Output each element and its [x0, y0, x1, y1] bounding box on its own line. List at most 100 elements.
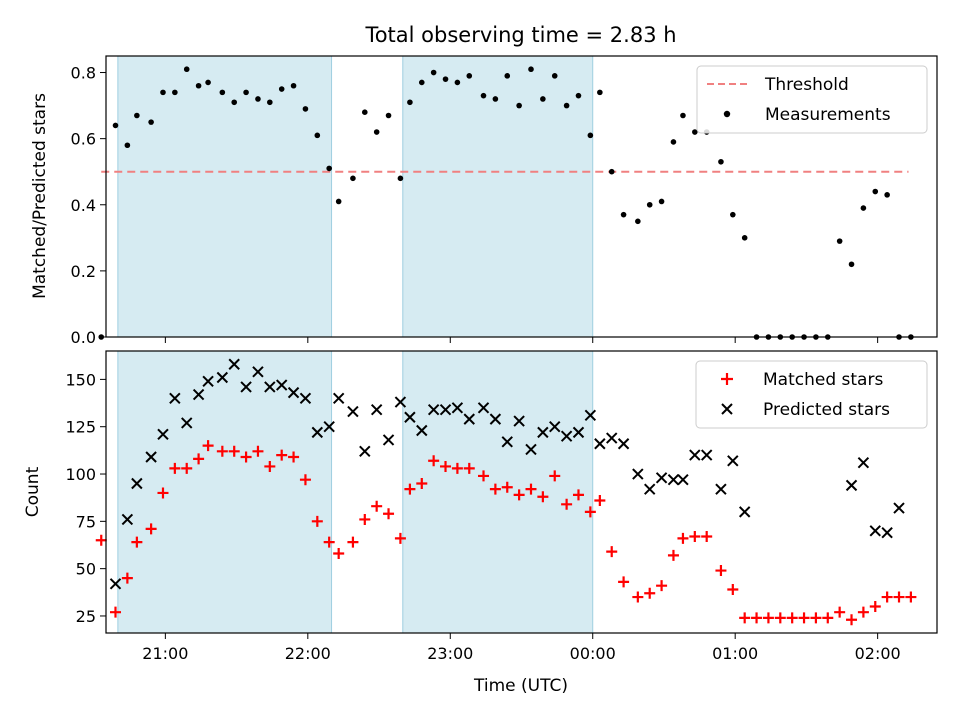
matched-stars-point [109, 606, 121, 618]
measurement-point [680, 112, 686, 119]
matched-stars-point [751, 612, 763, 624]
predicted-stars-point [228, 358, 240, 370]
predicted-stars-point [427, 403, 440, 416]
measurement-point [884, 192, 890, 198]
predicted-stars-point [332, 392, 345, 405]
predicted-stars-point [275, 379, 288, 391]
measurement-point [385, 112, 392, 119]
observing-window-2 [402, 55, 594, 338]
matched-stars-point [264, 460, 276, 472]
predicted-stars-point [359, 445, 371, 458]
measurement-point [314, 132, 321, 139]
y-tick-label: 0.8 [71, 64, 96, 83]
measurement-point [872, 188, 879, 195]
predicted-stars-point [606, 432, 618, 444]
predicted-stars-point [677, 473, 689, 486]
measurement-point [540, 96, 546, 102]
matched-stars-point [834, 606, 846, 618]
matched-stars-point [727, 583, 739, 595]
measurement-point [302, 106, 309, 112]
predicted-stars-point [252, 366, 264, 378]
x-tick-label: 02:00 [855, 644, 901, 663]
matched-stars-point [121, 572, 133, 584]
measurement-point [620, 211, 627, 218]
predicted-stars-point [121, 513, 134, 526]
measurement-point [454, 79, 461, 86]
matched-stars-point [594, 495, 606, 507]
predicted-stars-point [347, 405, 359, 418]
measurement-point [407, 99, 413, 106]
matched-stars-point [715, 565, 727, 577]
predicted-stars-point [655, 472, 668, 484]
matched-stars-point [893, 591, 905, 603]
x-axis-label: Time (UTC) [473, 676, 568, 696]
matched-stars-point [881, 591, 893, 603]
predicted-stars-point [382, 434, 395, 446]
x-tick-label: 01:00 [712, 644, 758, 663]
measurement-point [134, 112, 140, 119]
measurement-point [160, 89, 166, 96]
measurement-point [466, 73, 473, 79]
predicted-stars-point [715, 483, 727, 495]
legend-matched-swatch [721, 373, 733, 385]
measurement-point [148, 119, 154, 125]
matched-stars-point [537, 491, 549, 503]
predicted-stars-point [439, 403, 452, 416]
matched-stars-point [252, 445, 264, 457]
measurement-point [231, 99, 238, 106]
matched-stars-point [416, 477, 428, 489]
measurement-point [575, 92, 582, 99]
predicted-stars-point [689, 449, 701, 461]
measurement-point [670, 139, 677, 145]
measurement-point [373, 129, 380, 135]
matched-stars-point [869, 601, 881, 613]
measurement-point [860, 205, 867, 211]
observing-window-2 [402, 350, 594, 634]
predicted-stars-point [537, 426, 549, 439]
measurement-point [587, 132, 594, 139]
matched-stars-point [193, 453, 205, 465]
predicted-stars-point [370, 403, 383, 416]
predicted-stars-point [584, 409, 597, 422]
matched-stars-point [276, 449, 288, 461]
matched-stars-point [463, 462, 475, 474]
matched-stars-point [739, 612, 751, 624]
measurement-point [492, 96, 499, 102]
bottom-y-axis-label: Count [23, 466, 43, 517]
matched-stars-point [774, 612, 786, 624]
predicted-stars-point [667, 473, 680, 486]
predicted-stars-point [463, 413, 475, 425]
predicted-stars-point [594, 438, 606, 450]
matched-stars-point [288, 451, 300, 463]
predicted-stars-point [323, 420, 335, 433]
predicted-stars-point [869, 525, 881, 537]
measurement-point [112, 122, 119, 129]
matched-stars-point [347, 536, 359, 548]
predicted-stars-point [560, 430, 573, 442]
chart-title: Total observing time = 2.83 h [364, 23, 676, 47]
predicted-stars-point [857, 456, 870, 469]
measurement-point [267, 99, 273, 106]
measurement-point [718, 158, 724, 165]
measurement-point [836, 238, 843, 244]
y-tick-label: 0.4 [71, 196, 96, 215]
predicted-stars-point [311, 426, 324, 439]
predicted-stars-point [416, 424, 428, 437]
predicted-stars-point [299, 392, 312, 405]
matched-stars-point [786, 612, 798, 624]
matched-stars-point [606, 546, 618, 558]
matched-stars-point [501, 481, 513, 493]
matched-stars-point [157, 487, 169, 499]
x-tick-label: 21:00 [142, 644, 188, 663]
bottom-legend: Matched stars Predicted stars [695, 360, 928, 429]
matched-stars-point [561, 498, 573, 510]
predicted-stars-point [181, 417, 193, 429]
matched-stars-point [311, 515, 323, 527]
predicted-stars-point [881, 526, 893, 539]
predicted-stars-point [632, 468, 644, 480]
matched-stars-point [181, 462, 193, 474]
predicted-stars-point [451, 402, 464, 414]
matched-stars-point [394, 532, 406, 544]
measurement-point [361, 109, 368, 115]
